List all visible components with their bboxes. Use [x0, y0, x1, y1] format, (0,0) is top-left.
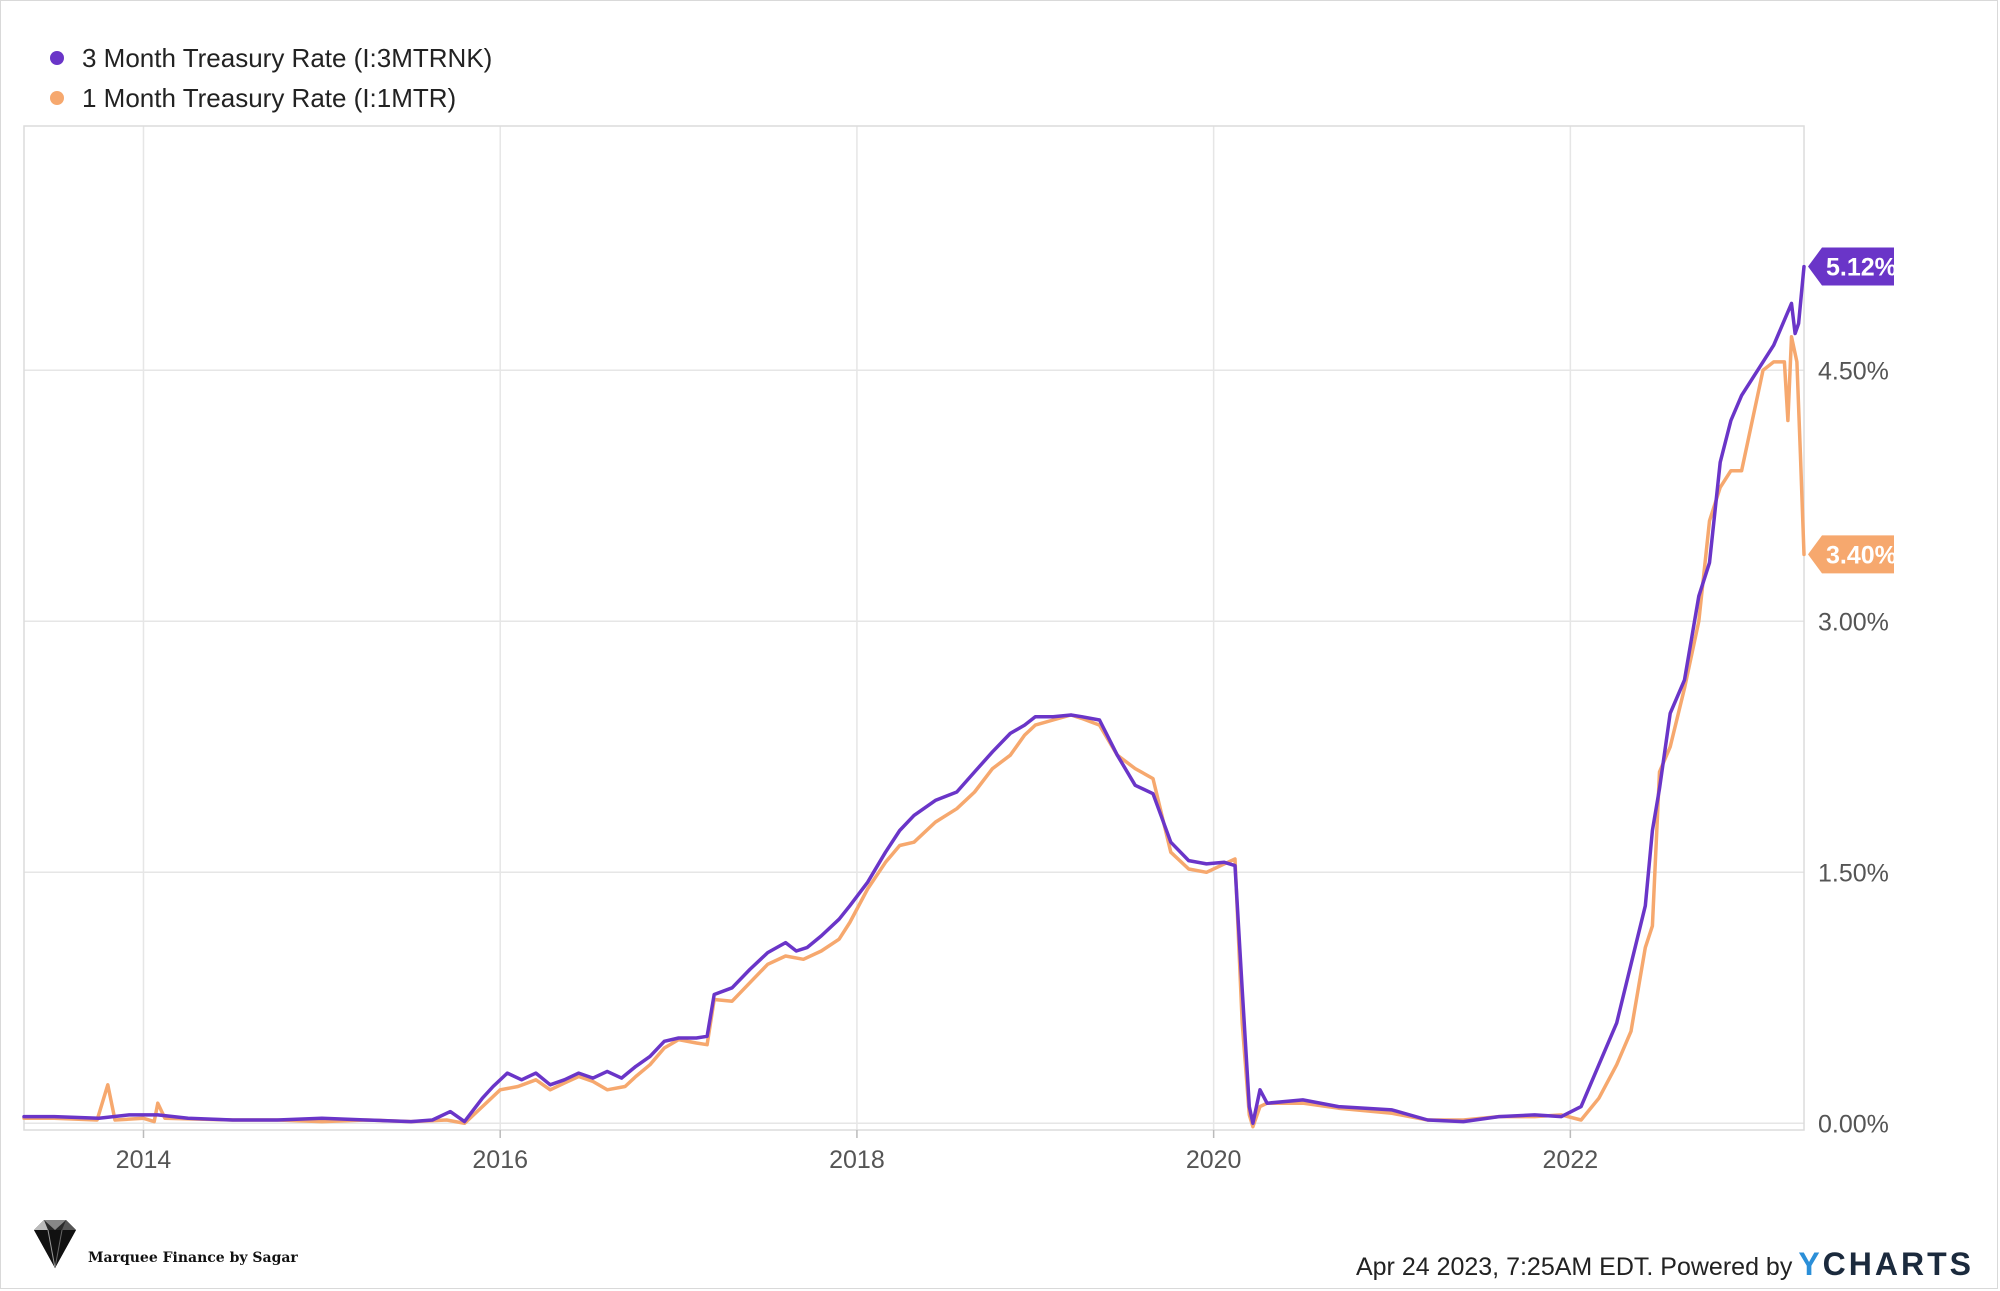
end-label-badge-0 [1808, 247, 1894, 286]
legend-item-1-month[interactable]: 1 Month Treasury Rate (I:1MTR) [50, 78, 492, 118]
plot-area-border [23, 125, 1805, 1131]
x-tick-label-2014: 2014 [116, 1146, 172, 1174]
legend-item-3-month[interactable]: 3 Month Treasury Rate (I:3MTRNK) [50, 38, 492, 78]
y-tick-label-2: 3.00% [1818, 608, 1889, 636]
footer-credit: Apr 24 2023, 7:25AM EDT. Powered by YCHA… [1356, 1246, 1974, 1283]
x-tick-label-2022: 2022 [1543, 1146, 1599, 1174]
logo-text: Marquee Finance by Sagar [88, 1250, 298, 1266]
diamond-icon [34, 1220, 76, 1269]
axis-ticks: 2014 2016 2018 2020 2022 0.00% 1.50% 3.00% 4.50% [116, 357, 1889, 1174]
legend: 3 Month Treasury Rate (I:3MTRNK) 1 Month… [50, 38, 492, 118]
grid-lines [24, 126, 1804, 1130]
end-label-badge-1 [1808, 535, 1894, 574]
y-tick-label-0: 0.00% [1818, 1110, 1889, 1138]
series-line-0[interactable] [22, 264, 1806, 1126]
legend-dot-3-month [50, 51, 64, 65]
end-label-text-1: 3.40% [1826, 541, 1897, 569]
ycharts-logo-y: Y [1798, 1246, 1823, 1282]
end-labels: 5.12% 3.40% [1808, 247, 1897, 574]
series-layer [22, 264, 1806, 1129]
timestamp-text: Apr 24 2023, 7:25AM EDT. Powered by [1355, 1253, 1793, 1281]
legend-label-3-month: 3 Month Treasury Rate (I:3MTRNK) [82, 42, 493, 73]
ycharts-logo-rest: CHARTS [1822, 1246, 1974, 1282]
legend-label-1-month: 1 Month Treasury Rate (I:1MTR) [82, 82, 457, 113]
x-tick-label-2018: 2018 [829, 1146, 885, 1174]
end-label-text-0: 5.12% [1826, 254, 1897, 282]
series-line-1[interactable] [22, 335, 1806, 1129]
x-tick-label-2016: 2016 [472, 1146, 528, 1174]
y-tick-label-1: 1.50% [1818, 859, 1889, 887]
legend-dot-1-month [50, 91, 64, 105]
y-tick-label-3: 4.50% [1818, 357, 1889, 385]
x-tick-label-2020: 2020 [1186, 1146, 1242, 1174]
ycharts-logo[interactable]: YCHARTS [1798, 1246, 1974, 1283]
footer-logo: Marquee Finance by Sagar [26, 1214, 298, 1272]
